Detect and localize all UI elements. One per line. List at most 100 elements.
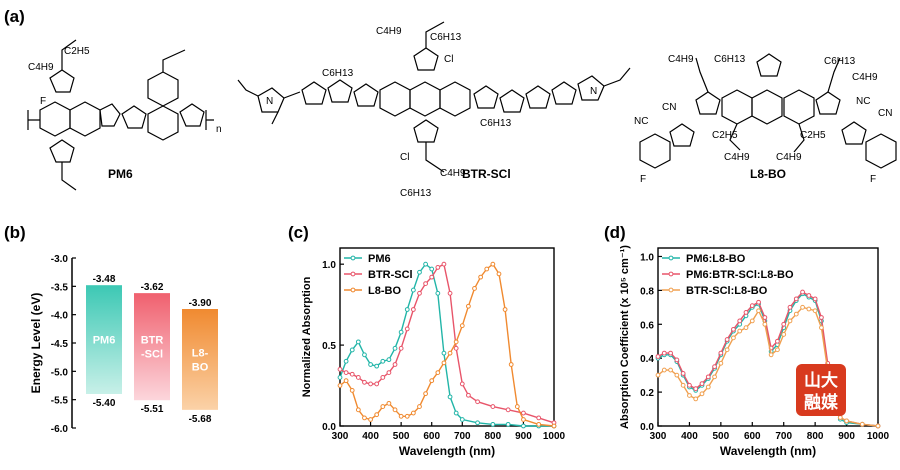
series-1-point-1 — [661, 350, 667, 356]
series-2-point-17 — [441, 360, 447, 366]
series-1-point-2 — [668, 350, 673, 356]
series-2-point-20 — [781, 332, 787, 337]
btr-chain-c6h13-right: C6H13 — [480, 118, 512, 129]
pm6-chain-c4h9: C4H9 — [28, 62, 54, 73]
series-0-point-23 — [505, 421, 511, 427]
x-tick-label-1: 400 — [362, 431, 379, 442]
series-0-point-22 — [490, 421, 496, 427]
l8-chain-c2h5-left: C2H5 — [712, 130, 738, 141]
series-2-point-23 — [800, 304, 805, 310]
watermark-logo: 山大 融媒 — [796, 364, 846, 416]
btr-chain-c4h9-bottom: C4H9 — [440, 168, 466, 179]
bar-PM6 — [86, 285, 122, 394]
series-2-point-13 — [737, 328, 743, 334]
y-tick-label-0: 0.0 — [322, 422, 336, 433]
series-1-point-3 — [674, 357, 680, 363]
series-0-point-10 — [398, 329, 404, 335]
x-tick-label-1: 400 — [681, 431, 698, 442]
series-1-point-19 — [453, 345, 459, 351]
series-2-point-29 — [837, 415, 843, 420]
bar-name-PM6-0: PM6 — [93, 335, 116, 347]
series-1-point-0 — [655, 354, 661, 359]
watermark-text-line1: 山大 — [804, 370, 838, 390]
x-tick-label-7: 1000 — [543, 431, 566, 442]
btr-scl-structure — [237, 21, 631, 173]
series-1-point-24 — [505, 407, 511, 413]
series-1-point-22 — [793, 296, 799, 302]
series-1-point-13 — [737, 318, 743, 324]
series-2-point-12 — [410, 410, 416, 416]
l8-group-nc-left: NC — [634, 116, 648, 127]
series-0-point-2 — [349, 347, 355, 353]
series-1-point-26 — [819, 315, 824, 320]
series-2-point-10 — [718, 360, 724, 366]
legend-label-2: BTR-SCl:L8-BO — [686, 285, 768, 297]
y-tick-label-2: -4.0 — [51, 311, 69, 322]
l8-group-cn-left: CN — [662, 102, 676, 113]
series-0-point-1 — [343, 358, 349, 364]
energy-level-chart: -3.0 -3.5 -4.0 -4.5 -5.0 -5.5 -6.0 Energy Level… — [29, 254, 218, 435]
series-1-point-9 — [712, 364, 717, 370]
x-axis-label: Wavelength (nm) — [720, 444, 816, 458]
x-axis-label: Wavelength (nm) — [399, 444, 495, 458]
series-2-point-8 — [705, 384, 711, 390]
series-2-point-10 — [398, 413, 404, 419]
y-tick-label-0: 0.0 — [640, 422, 654, 433]
bar-top-label-PM6: -3.48 — [93, 274, 116, 285]
series-2-point-7 — [380, 404, 386, 409]
series-1-point-22 — [475, 399, 480, 405]
series-2-point-15 — [429, 378, 435, 384]
bar-name-L8-BO-1: BO — [192, 361, 209, 373]
pm6-structure — [27, 39, 214, 191]
bar-name-L8-BO-0: L8- — [192, 347, 209, 359]
series-2-point-18 — [768, 352, 774, 358]
series-2-point-25 — [490, 261, 496, 267]
series-0-point-5 — [368, 362, 373, 367]
series-2-point-0 — [337, 383, 343, 388]
bar-L8-BO — [182, 309, 218, 410]
x-tick-label-7: 1000 — [867, 431, 890, 442]
series-0-point-12 — [410, 287, 416, 293]
btr-chain-c4h9-top: C4H9 — [376, 26, 402, 37]
x-tick-label-6: 900 — [515, 431, 532, 442]
series-2-point-1 — [661, 367, 667, 373]
series-1-point-6 — [693, 386, 699, 392]
legend-label-0: PM6 — [368, 253, 391, 265]
btr-chain-c6h13-top: C6H13 — [430, 32, 462, 43]
y-tick-label-1: -3.5 — [51, 282, 69, 293]
panel-b-label: (b) — [4, 223, 26, 242]
bar-bottom-label-PM6: -5.40 — [93, 398, 116, 409]
series-2-point-32 — [551, 423, 557, 429]
bar-bottom-label-BTR-SCl: -5.51 — [141, 404, 164, 415]
y-tick-label-3: 0.6 — [640, 320, 654, 331]
panel-d: (d) 300 400 500 600 700 800 900 1000 0.0 0.2 0.4 0.… — [604, 223, 890, 458]
series-2-point-6 — [374, 412, 380, 418]
series-2-point-1 — [343, 378, 349, 384]
x-tick-label-4: 700 — [775, 431, 792, 442]
y-tick-label-5: -5.5 — [51, 396, 69, 407]
series-1-point-21 — [466, 392, 471, 398]
l8-chain-c4h9-bottom-left: C4H9 — [724, 152, 750, 163]
series-1-point-14 — [743, 310, 749, 315]
series-2-point-21 — [466, 303, 471, 309]
series-2-point-15 — [749, 318, 755, 324]
series-2-point-13 — [417, 404, 422, 409]
series-2-point-26 — [496, 271, 502, 277]
bar-bottom-label-L8-BO: -5.68 — [189, 414, 212, 425]
pm6-name: PM6 — [108, 167, 133, 181]
series-1-point-4 — [680, 371, 686, 376]
series-2-point-0 — [655, 372, 661, 378]
series-2-point-19 — [453, 339, 459, 345]
l8-chain-c4h9-left: C4H9 — [668, 54, 694, 65]
series-1-point-17 — [762, 315, 768, 320]
panel-c: (c) 300 400 500 600 700 800 900 1000 0.0 0.5 1.0 Wa… — [288, 223, 566, 458]
series-0-point-8 — [386, 357, 392, 363]
series-2-point-29 — [514, 404, 520, 409]
series-0-point-19 — [453, 410, 459, 416]
pm6-chain-c2h5: C2H5 — [64, 46, 90, 57]
series-0-point-16 — [435, 290, 441, 296]
series-line-1 — [339, 263, 555, 424]
series-1-point-25 — [521, 410, 526, 416]
x-tick-label-6: 900 — [838, 431, 855, 442]
